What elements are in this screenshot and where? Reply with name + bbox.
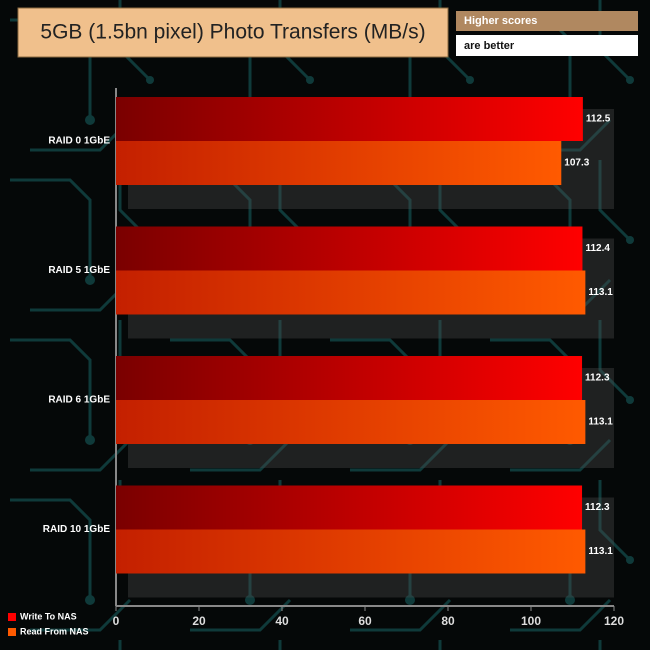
value-label: 112.4 <box>585 243 610 254</box>
note-text: are better <box>464 40 515 52</box>
note-text: Higher scores <box>464 15 537 27</box>
x-tick-label: 60 <box>358 614 372 628</box>
value-label: 113.1 <box>588 417 613 428</box>
bar <box>116 400 586 444</box>
value-label: 107.3 <box>564 158 589 169</box>
x-tick-label: 80 <box>441 614 455 628</box>
bar <box>116 529 586 574</box>
note-box <box>456 35 638 56</box>
title-box <box>17 7 449 58</box>
chart-title: 5GB (1.5bn pixel) Photo Transfers (MB/s) <box>40 21 425 44</box>
bar <box>116 226 583 271</box>
x-tick-label: 20 <box>192 614 206 628</box>
x-tick-label: 100 <box>521 614 541 628</box>
legend-swatch <box>8 628 16 636</box>
y-tick-label: RAID 10 1GbE <box>43 524 111 535</box>
x-tick-label: 0 <box>113 614 120 628</box>
bar <box>116 270 586 315</box>
bar <box>116 141 562 185</box>
bar <box>116 97 583 141</box>
legend-label: Read From NAS <box>20 626 89 636</box>
value-label: 113.1 <box>588 546 613 557</box>
x-tick-label: 120 <box>604 614 624 628</box>
y-tick-label: RAID 6 1GbE <box>48 395 110 406</box>
y-tick-label: RAID 5 1GbE <box>48 265 110 276</box>
bar <box>116 356 583 400</box>
value-label: 112.3 <box>585 502 610 513</box>
legend-swatch <box>8 613 16 621</box>
value-label: 113.1 <box>588 287 613 298</box>
value-label: 112.5 <box>586 114 611 125</box>
bar <box>116 485 583 530</box>
y-tick-label: RAID 0 1GbE <box>48 136 110 147</box>
value-label: 112.3 <box>585 373 610 384</box>
x-tick-label: 40 <box>275 614 289 628</box>
legend-label: Write To NAS <box>20 611 77 621</box>
note-box <box>456 11 638 31</box>
